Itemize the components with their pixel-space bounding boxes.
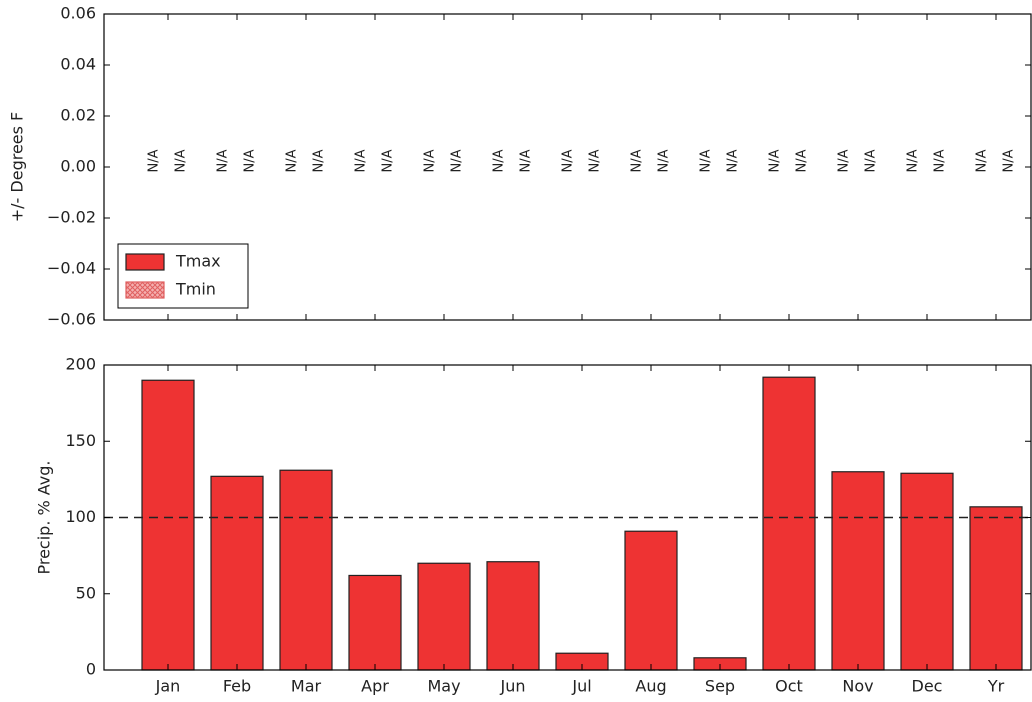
value-label: N/A xyxy=(450,149,465,172)
y-tick-label: 200 xyxy=(65,355,96,374)
x-tick-label: Feb xyxy=(223,677,251,696)
value-label: N/A xyxy=(381,149,396,172)
value-label: N/A xyxy=(630,149,645,172)
x-tick-label: Jan xyxy=(155,677,181,696)
value-label: N/A xyxy=(285,149,300,172)
x-tick-label: Aug xyxy=(635,677,666,696)
value-label: N/A xyxy=(795,149,810,172)
value-label: N/A xyxy=(174,149,189,172)
bar xyxy=(969,506,1023,671)
x-tick-label: Jun xyxy=(500,677,526,696)
value-label: N/A xyxy=(1002,149,1017,172)
bar xyxy=(900,472,954,671)
plot-frame xyxy=(103,364,1032,671)
value-label: N/A xyxy=(933,149,948,172)
value-label: N/A xyxy=(561,149,576,172)
value-label: N/A xyxy=(864,149,879,172)
bar xyxy=(486,561,540,671)
legend-swatch xyxy=(125,281,165,299)
x-tick-label: Mar xyxy=(291,677,322,696)
y-tick-label: 0.06 xyxy=(60,4,96,23)
bar xyxy=(762,376,816,671)
y-tick-label: 0.02 xyxy=(60,106,96,125)
x-tick-label: Nov xyxy=(842,677,873,696)
value-label: N/A xyxy=(768,149,783,172)
bar xyxy=(624,530,678,671)
plot-frame xyxy=(103,13,1032,321)
legend: Tmax Tmin xyxy=(117,243,249,309)
value-label: N/A xyxy=(423,149,438,172)
value-label: N/A xyxy=(312,149,327,172)
value-label: N/A xyxy=(837,149,852,172)
y-tick-label: −0.04 xyxy=(47,259,96,278)
value-label: N/A xyxy=(975,149,990,172)
value-label: N/A xyxy=(216,149,231,172)
value-label: N/A xyxy=(588,149,603,172)
y-axis-label: Precip. % Avg. xyxy=(35,460,54,574)
bar xyxy=(210,475,264,671)
value-label: N/A xyxy=(726,149,741,172)
y-tick-label: −0.02 xyxy=(47,208,96,227)
bar xyxy=(279,469,333,671)
legend-label: Tmax xyxy=(175,252,221,271)
value-label: N/A xyxy=(699,149,714,172)
legend-swatch xyxy=(125,253,165,271)
bar xyxy=(831,471,885,671)
x-tick-label: Dec xyxy=(912,677,943,696)
y-tick-label: 0.00 xyxy=(60,157,96,176)
value-label: N/A xyxy=(492,149,507,172)
bar xyxy=(417,562,471,671)
bar xyxy=(141,379,195,671)
y-axis-label: +/- Degrees F xyxy=(8,112,27,223)
y-tick-label: 150 xyxy=(65,431,96,450)
value-label: N/A xyxy=(657,149,672,172)
x-tick-label: Sep xyxy=(705,677,735,696)
value-label: N/A xyxy=(147,149,162,172)
x-tick-label: Apr xyxy=(361,677,389,696)
value-label: N/A xyxy=(906,149,921,172)
legend-label: Tmin xyxy=(175,280,216,299)
x-tick-label: Jul xyxy=(571,677,591,696)
y-tick-label: 0 xyxy=(86,660,96,679)
y-tick-label: −0.06 xyxy=(47,310,96,329)
y-tick-label: 50 xyxy=(76,583,96,602)
x-tick-label: Yr xyxy=(987,677,1005,696)
y-tick-label: 0.04 xyxy=(60,55,96,74)
value-label: N/A xyxy=(519,149,534,172)
bar xyxy=(348,574,402,671)
y-tick-label: 100 xyxy=(65,507,96,526)
x-tick-label: May xyxy=(427,677,460,696)
value-label: N/A xyxy=(243,149,258,172)
value-label: N/A xyxy=(354,149,369,172)
x-tick-label: Oct xyxy=(775,677,803,696)
